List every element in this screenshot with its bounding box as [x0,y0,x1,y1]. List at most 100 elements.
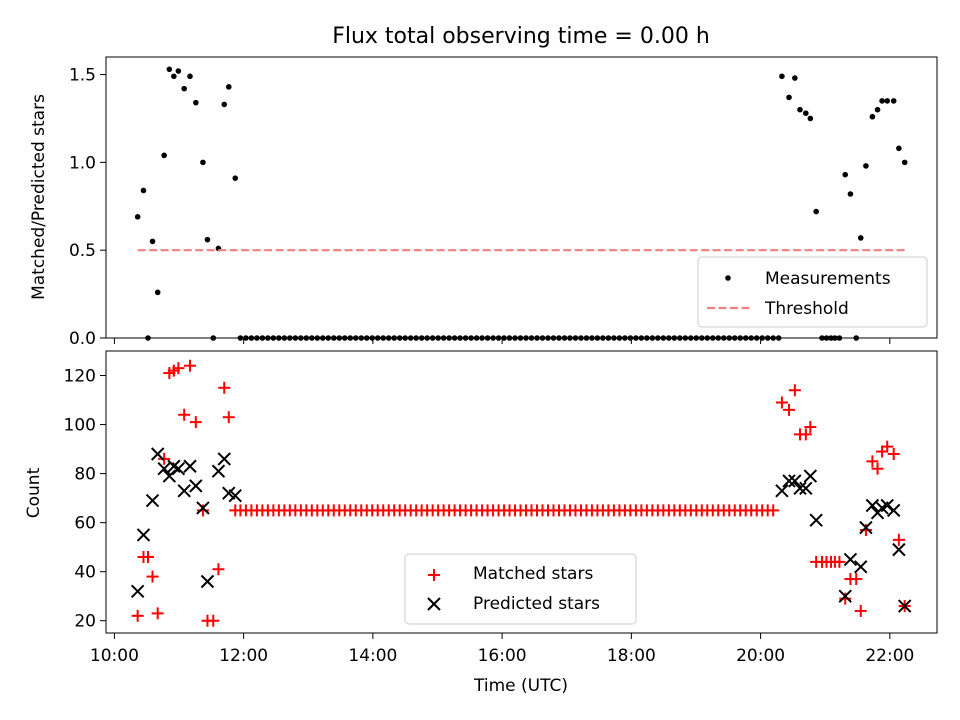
data-point-matched-stars [184,359,197,372]
bottom-plot-frame [105,350,938,634]
data-point-matched-stars [222,411,235,424]
data-point-predicted-stars [782,474,796,488]
data-point-predicted-stars [803,469,818,483]
data-point-matched-stars [804,421,817,434]
data-point-predicted-stars [162,469,177,483]
top-y-tick-label: 0.5 [69,241,96,261]
data-point-matched-stars [151,607,164,620]
data-point-predicted-stars [177,484,191,498]
top-legend-box [697,256,928,328]
data-point-matched-stars [866,455,879,468]
data-point-matched-stars [212,563,225,576]
top-y-tick-label: 0.0 [69,329,96,349]
data-point-predicted-stars [136,528,151,542]
data-point-measurements [884,98,891,104]
data-point-measurements [175,68,182,74]
data-point-measurements [204,236,211,243]
legend-marker-measurements [725,275,731,281]
data-point-predicted-stars [775,484,789,498]
data-point-matched-stars [131,609,144,622]
bottom-y-tick-label: 60 [74,514,96,534]
data-point-matched-stars [859,524,872,537]
data-point-measurements [879,98,885,104]
data-point-predicted-stars [145,493,160,508]
data-point-measurements [792,75,798,81]
bottom-legend-box [404,553,637,625]
data-point-measurements [221,101,228,108]
chart-title: Flux total observing time = 0.00 h [332,24,710,49]
data-point-matched-stars [854,604,867,617]
data-point-predicted-stars [809,513,823,527]
bottom-data-marks [130,359,912,627]
data-point-matched-stars [172,362,185,375]
x-tick-label: 12:00 [219,646,268,666]
data-point-predicted-stars [130,584,145,599]
top-y-axis-label: Matched/Predicted stars [29,94,49,300]
data-point-matched-stars [871,462,884,475]
bottom-legend: Matched stars Predicted stars [404,553,637,625]
data-point-measurements [896,145,902,152]
data-point-predicted-stars [897,599,912,613]
data-point-measurements [200,159,206,166]
data-point-predicted-stars [859,520,873,535]
data-point-matched-stars [783,403,796,416]
data-point-predicted-stars [200,574,215,589]
legend-marker-matched-stars [428,569,440,581]
data-point-matched-stars [881,440,894,453]
data-point-predicted-stars [150,447,165,461]
data-point-measurements [803,110,809,116]
data-point-predicted-stars [183,459,197,473]
data-point-measurements [786,94,792,101]
bottom-x-ticks: 10:00 12:00 14:00 16:00 18:00 20:00 22:00 [90,633,914,666]
data-point-measurements [797,106,803,113]
top-y-ticks: 0.0 0.5 1.0 1.5 [69,66,106,349]
legend-marker-predicted-stars [427,597,441,611]
legend-label-threshold: Threshold [764,299,849,319]
data-point-predicted-stars [799,481,813,496]
data-point-measurements [232,175,239,181]
data-point-matched-stars [218,381,231,394]
bottom-y-tick-label: 20 [74,612,96,632]
x-tick-label: 16:00 [478,646,527,666]
data-point-measurements [857,235,864,241]
data-point-measurements [890,98,897,104]
data-point-matched-stars [799,428,812,441]
data-point-measurements [154,289,161,296]
data-point-measurements [842,171,849,178]
top-legend: Measurements Threshold [697,256,928,328]
data-point-predicted-stars [189,479,203,493]
data-point-measurements [225,84,232,90]
data-point-predicted-stars [886,503,901,518]
data-point-predicted-stars [880,498,894,513]
top-panel: Matched/Predicted stars 0.0 0.5 1.0 1.5 Mea… [29,56,938,349]
data-point-predicted-stars [157,461,171,476]
legend-label-matched-stars: Matched stars [473,564,593,584]
x-tick-label: 22:00 [865,646,914,666]
data-point-predicted-stars [854,560,868,574]
data-point-predicted-stars [196,501,210,515]
data-point-predicted-stars [228,488,242,503]
data-point-predicted-stars [865,498,880,513]
data-point-predicted-stars [217,452,231,466]
data-point-measurements [874,106,881,113]
data-point-matched-stars [178,408,191,421]
data-point-predicted-stars [171,461,186,476]
x-tick-label: 18:00 [607,646,656,666]
bottom-panel: Count 20 40 60 80 100 120 10:00 12:00 14:00 16:0… [24,350,938,666]
top-y-tick-label: 1.5 [69,66,96,86]
data-point-measurements [901,159,908,166]
bottom-y-ticks: 20 40 60 80 100 120 [64,367,106,632]
data-point-measurements [779,73,785,80]
bottom-y-tick-label: 120 [64,367,96,387]
data-point-matched-stars [788,384,801,397]
data-point-predicted-stars [788,474,802,488]
data-point-matched-stars [833,555,846,568]
bottom-y-tick-label: 100 [64,416,96,436]
x-axis-label: Time (UTC) [473,676,568,696]
data-point-matched-stars [839,592,852,605]
data-point-matched-stars [146,570,159,583]
data-point-measurements [149,238,156,245]
data-point-measurements [161,152,167,159]
bottom-y-tick-label: 80 [74,465,96,485]
